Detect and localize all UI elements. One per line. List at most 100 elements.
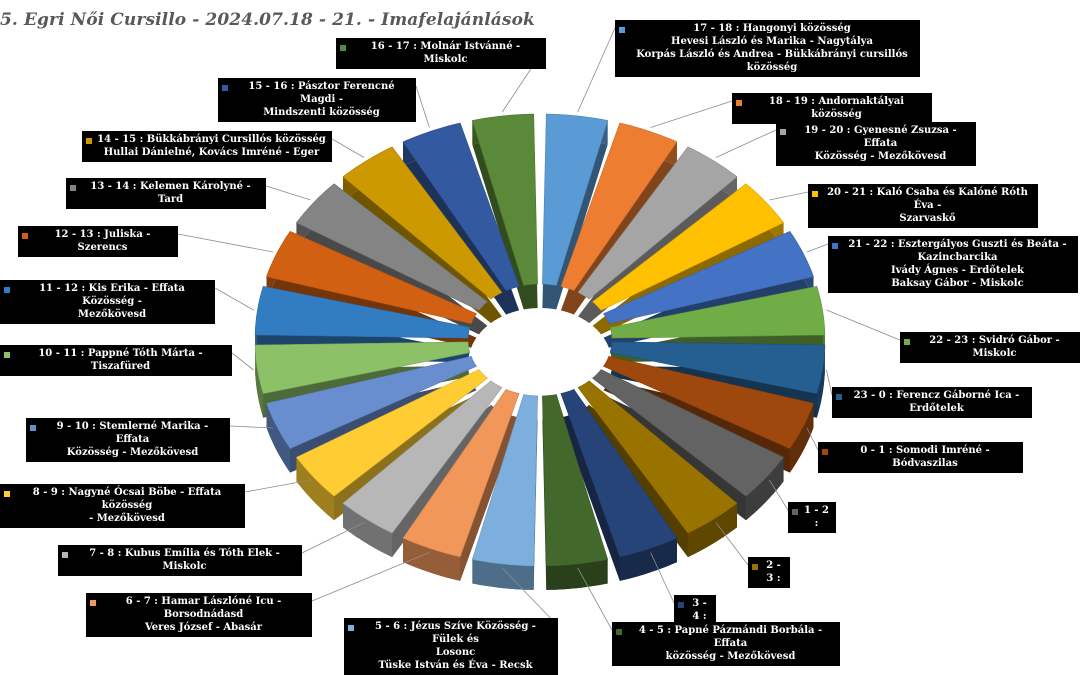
label-swatch [752, 564, 758, 570]
slice-side [403, 538, 461, 581]
slice-side [816, 345, 825, 418]
slice-1 [542, 113, 609, 286]
data-label: 12 - 13 : Juliska - Szerencs [18, 226, 178, 257]
chart-title: 5. Egri Női Cursillo - 2024.07.18 - 21. … [0, 10, 535, 30]
slice-base [560, 147, 677, 315]
slice-20 [266, 231, 477, 325]
slice-4 [592, 183, 785, 311]
label-text: 15 - 16 : Pásztor Ferencné Magdi - Minds… [248, 81, 395, 118]
leader-line [826, 309, 901, 341]
label-swatch [22, 233, 28, 239]
leader-line [415, 85, 430, 128]
leader-line [214, 287, 254, 311]
label-swatch [619, 27, 625, 33]
data-label: 21 - 22 : Esztergályos Guszti és Beáta -… [828, 236, 1078, 293]
data-label: 9 - 10 : Stemlerné Marika - Effata Közös… [26, 418, 230, 462]
slice-11 [560, 389, 678, 558]
leader-line [231, 352, 254, 371]
slice-19 [254, 285, 471, 339]
slice-side [546, 559, 608, 590]
label-text: 21 - 22 : Esztergályos Guszti és Beáta -… [848, 239, 1067, 289]
label-text: 18 - 19 : Andornaktályai közösség [768, 96, 905, 120]
slice-side [745, 457, 784, 521]
label-text: 4 - 5 : Papné Pázmándi Borbála - Effata … [638, 625, 823, 662]
label-swatch [30, 425, 36, 431]
label-swatch [340, 45, 346, 51]
slice-2 [560, 122, 678, 291]
leader-line [650, 100, 733, 128]
label-text: 22 - 23 : Svidró Gábor - Miskolc [929, 335, 1060, 359]
slice-21 [295, 183, 488, 311]
leader-lines [177, 27, 901, 631]
slice-7 [609, 341, 826, 395]
label-text: 1 - 2 : [803, 505, 830, 529]
label-swatch [70, 185, 76, 191]
slice-side [343, 503, 393, 558]
data-label: 3 - 4 : [674, 595, 716, 626]
leader-line [311, 552, 430, 602]
label-swatch [86, 138, 92, 144]
data-label: 22 - 23 : Svidró Gábor - Miskolc [900, 332, 1080, 363]
label-text: 5 - 6 : Jézus Szíve Közösség - Fülek és … [375, 621, 536, 671]
slice-side [619, 538, 677, 581]
slice-22 [342, 146, 503, 300]
data-label: 7 - 8 : Kubus Emília és Tóth Elek - Misk… [58, 545, 302, 576]
leader-line [806, 427, 819, 451]
label-text: 13 - 14 : Kelemen Károlyné - Tard [90, 181, 251, 205]
slice-side [296, 457, 335, 521]
slice-9 [592, 369, 785, 497]
data-label: 10 - 11 : Pappné Tóth Márta - Tiszafüred [0, 345, 232, 376]
leader-line [229, 425, 274, 429]
data-label: 19 - 20 : Gyenesné Zsuzsa - Effata Közös… [776, 122, 976, 166]
slice-tops [254, 113, 826, 567]
leader-line [577, 567, 613, 631]
label-text: 6 - 7 : Hamar Lászlóné Icu - Borsodnádas… [125, 596, 282, 633]
leader-line [331, 138, 365, 158]
slice-side [789, 403, 814, 473]
data-label: 2 - 3 : [748, 557, 790, 588]
slice-10 [577, 380, 738, 534]
slice-side [687, 503, 737, 558]
label-swatch [812, 191, 818, 197]
slice-12 [542, 394, 609, 567]
data-label: 15 - 16 : Pásztor Ferencné Magdi - Minds… [218, 78, 416, 122]
leader-line [301, 522, 365, 554]
label-text: 23 - 0 : Ferencz Gáborné Ica - Erdőtelek [853, 390, 1020, 414]
data-label: 16 - 17 : Molnár Istvánné - Miskolc [336, 38, 546, 69]
data-label: 4 - 5 : Papné Pázmándi Borbála - Effata … [612, 622, 840, 666]
slice-8 [603, 355, 814, 449]
slice-6 [609, 285, 826, 339]
slice-13 [471, 394, 538, 567]
data-label: 20 - 21 : Kaló Csaba és Kalóné Róth Éva … [808, 184, 1038, 228]
label-swatch [736, 100, 742, 106]
label-swatch [4, 491, 10, 497]
label-text: 14 - 15 : Bükkábrányi Cursillós közösség… [97, 134, 326, 158]
label-text: 12 - 13 : Juliska - Szerencs [54, 229, 151, 253]
slice-16 [295, 369, 488, 497]
leader-line [577, 27, 616, 113]
data-label: 5 - 6 : Jézus Szíve Közösség - Fülek és … [344, 618, 558, 675]
label-swatch [616, 629, 622, 635]
label-text: 7 - 8 : Kubus Emília és Tóth Elek - Misk… [89, 548, 280, 572]
leader-line [715, 129, 777, 158]
label-swatch [348, 625, 354, 631]
data-label: 8 - 9 : Nagyné Ócsai Böbe - Effata közös… [0, 484, 245, 528]
slice-side [255, 345, 264, 418]
data-label: 0 - 1 : Somodi Imréné - Bódvaszilas [818, 442, 1023, 473]
label-swatch [822, 449, 828, 455]
label-swatch [62, 552, 68, 558]
label-text: 11 - 12 : Kis Erika - Effata Közösség - … [39, 283, 185, 320]
label-text: 10 - 11 : Pappné Tóth Márta - Tiszafüred [38, 348, 203, 372]
label-swatch [836, 394, 842, 400]
slice-5 [603, 231, 814, 325]
leader-line [650, 552, 675, 604]
label-swatch [678, 602, 684, 608]
label-text: 17 - 18 : Hangonyi közösség Hevesi Lászl… [636, 23, 908, 73]
leader-line [177, 233, 274, 253]
data-label: 14 - 15 : Bükkábrányi Cursillós közösség… [82, 131, 332, 162]
label-text: 16 - 17 : Molnár Istvánné - Miskolc [370, 41, 521, 65]
label-text: 2 - 3 : [766, 560, 781, 584]
label-swatch [4, 287, 10, 293]
slice-14 [402, 389, 520, 558]
leader-line [768, 479, 789, 511]
